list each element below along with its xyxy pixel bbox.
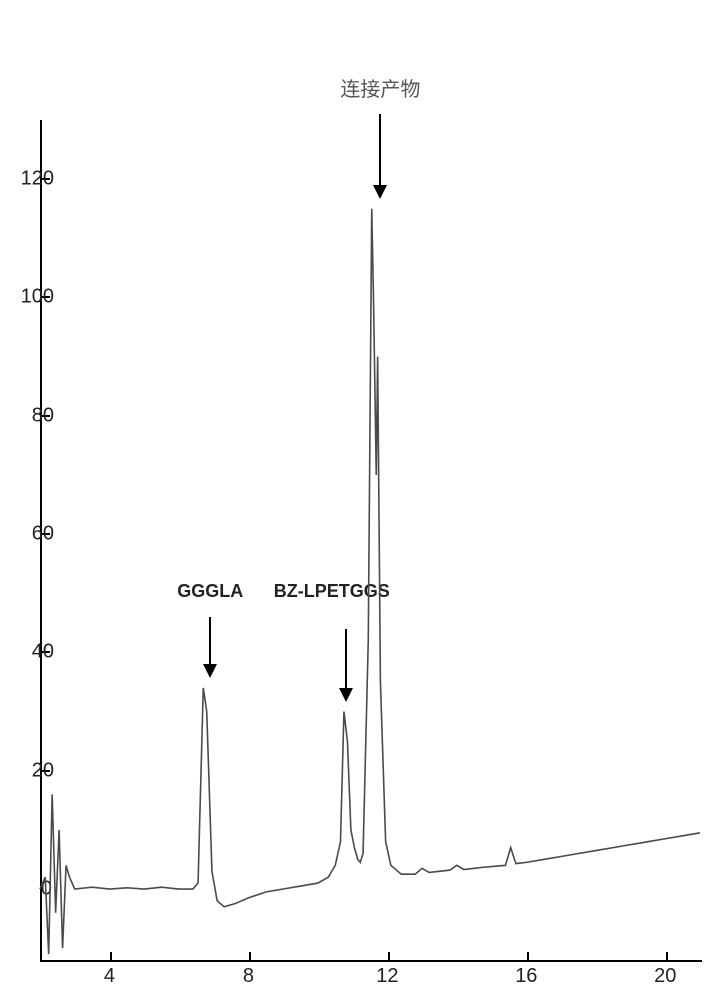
- x-tick-label: 16: [515, 965, 537, 988]
- y-tick-label: 80: [32, 404, 54, 427]
- trace-polyline: [40, 209, 700, 954]
- x-tick-label: 12: [376, 965, 398, 988]
- y-tick-label: 120: [21, 168, 54, 191]
- y-tick-label: 60: [32, 523, 54, 546]
- x-tick-label: 8: [243, 965, 254, 988]
- y-tick-label: 20: [32, 759, 54, 782]
- annotation-product-label: 连接产物: [340, 73, 420, 102]
- chromatogram-trace: [40, 120, 700, 960]
- y-tick-label: 40: [32, 641, 54, 664]
- y-tick-label: 100: [21, 286, 54, 309]
- x-tick-label: 4: [104, 965, 115, 988]
- x-tick-label: 20: [654, 965, 676, 988]
- chart-container: GGGLA BZ-LPETGGS 连接产物 0 2040608010012048…: [0, 0, 724, 1000]
